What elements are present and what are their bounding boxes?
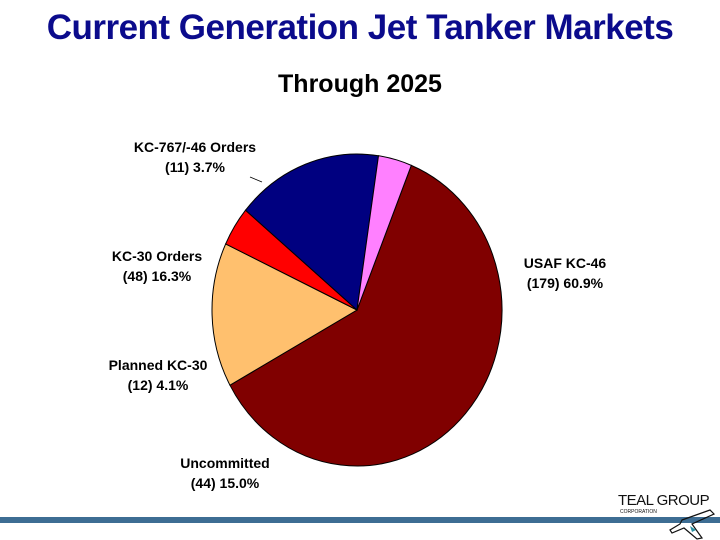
- pie-slice-kc-30-orders: [244, 153, 380, 311]
- pie-slice-usaf-kc-46: [229, 164, 503, 467]
- chart-subtitle: Through 2025: [278, 70, 442, 98]
- pie-slice-kc-767-46-orders: [356, 155, 412, 311]
- slice-label-value: (179) 60.9%: [527, 275, 604, 291]
- slice-label-name: KC-30 Orders: [112, 248, 202, 264]
- footer-bar: [0, 517, 720, 523]
- slice-label-value: (12) 4.1%: [128, 377, 189, 393]
- slice-label-name: KC-767/-46 Orders: [134, 139, 256, 155]
- teal-group-logo: TEAL GROUP CORPORATION: [612, 490, 720, 540]
- slice-label-name: Uncommitted: [180, 455, 269, 471]
- plane-icon: [669, 509, 716, 540]
- slice-label-value: (44) 15.0%: [191, 475, 260, 491]
- logo-sub: CORPORATION: [620, 509, 657, 515]
- page-title: Current Generation Jet Tanker Markets: [46, 8, 674, 47]
- leader-line: [249, 176, 263, 183]
- slice-label-value: (48) 16.3%: [123, 268, 192, 284]
- slice-label-name: USAF KC-46: [524, 255, 607, 271]
- slice-label-name: Planned KC-30: [109, 357, 208, 373]
- logo-name: TEAL GROUP: [618, 492, 710, 509]
- pie-slice-uncommitted: [211, 243, 359, 386]
- slice-label-value: (11) 3.7%: [165, 159, 225, 175]
